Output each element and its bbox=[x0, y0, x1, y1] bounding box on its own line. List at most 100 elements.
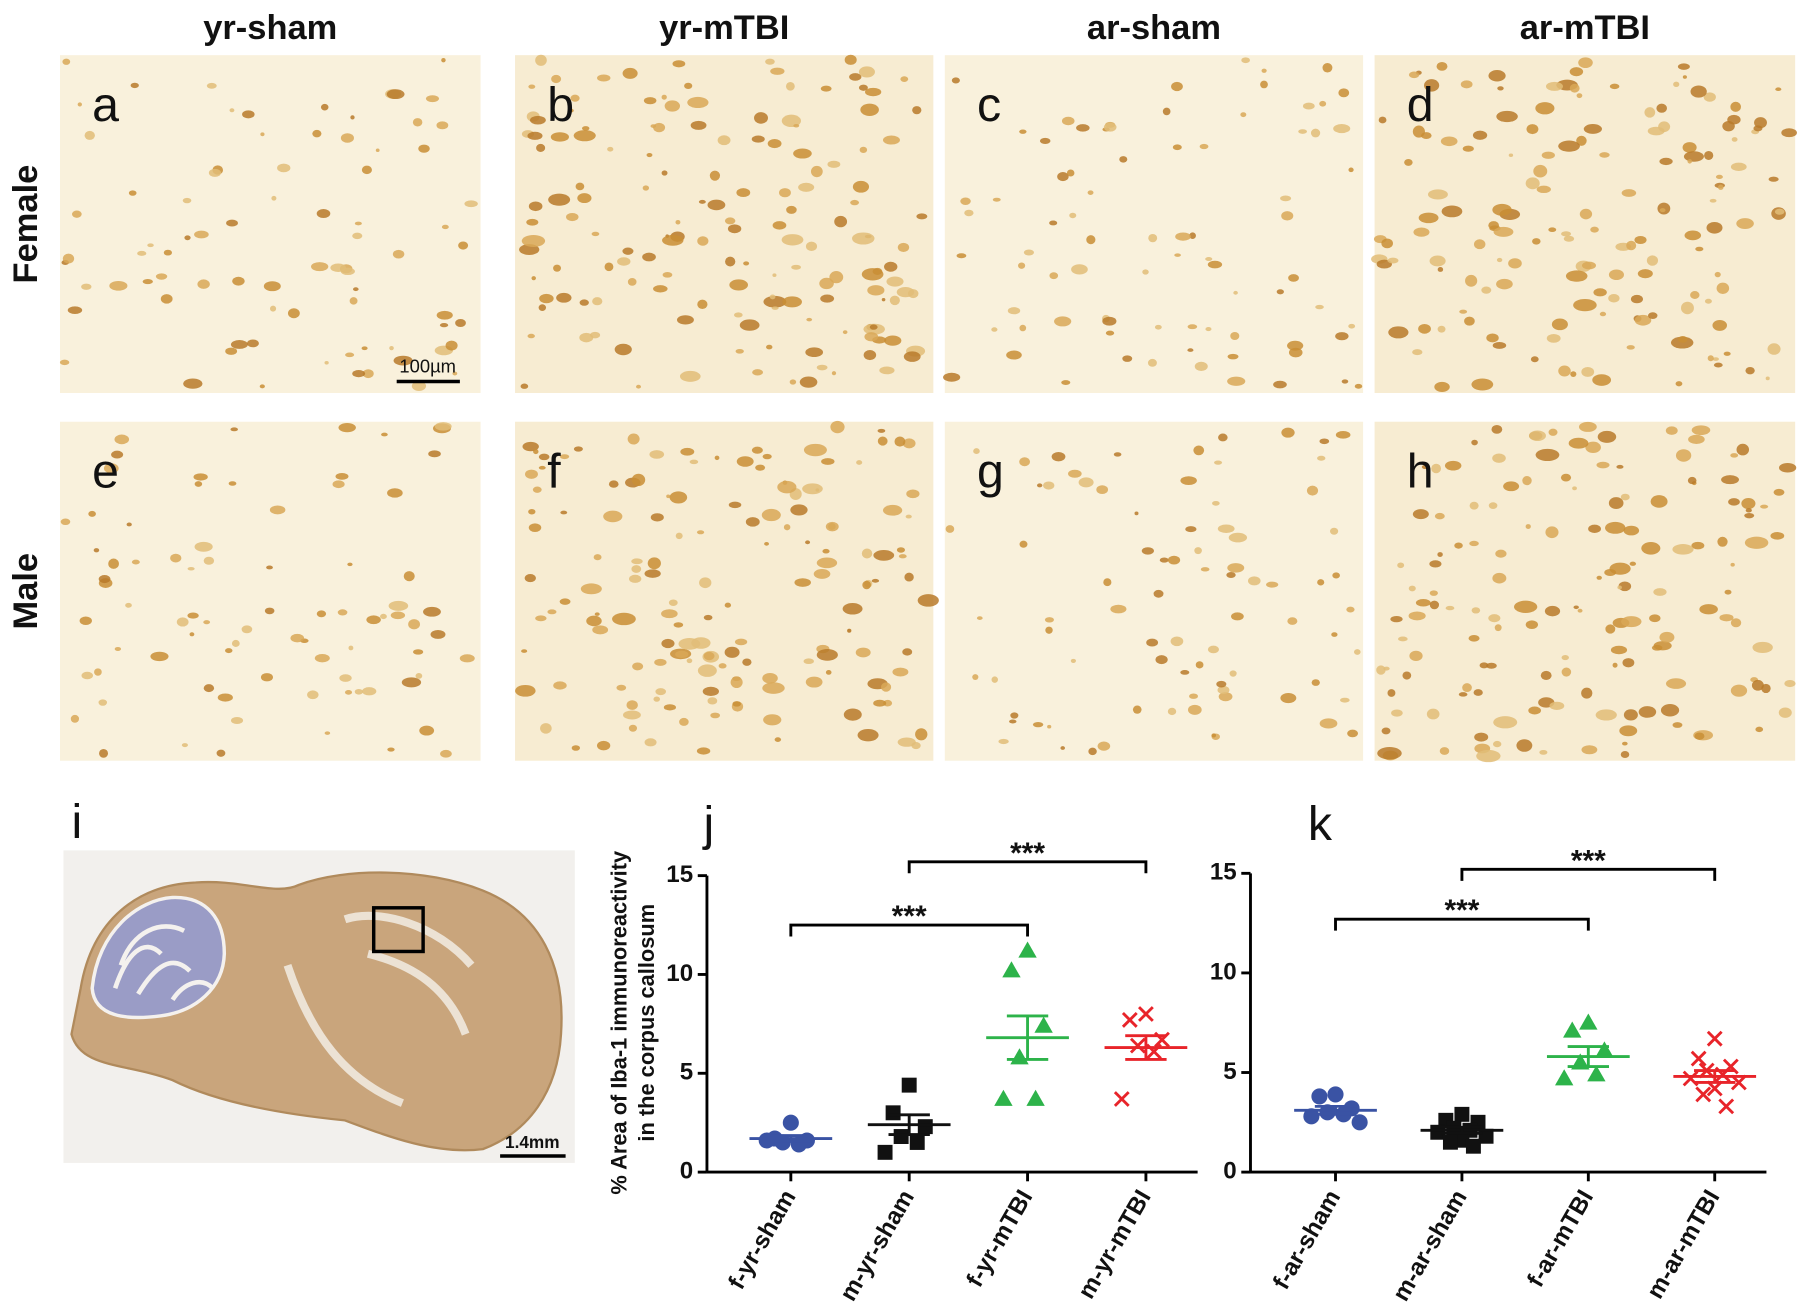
cell bbox=[1412, 349, 1423, 356]
cell bbox=[1535, 102, 1555, 115]
cell bbox=[856, 460, 863, 465]
cell bbox=[1535, 448, 1560, 462]
cell bbox=[718, 663, 727, 669]
cell bbox=[763, 295, 787, 308]
cell bbox=[412, 118, 423, 127]
cell bbox=[793, 124, 800, 128]
cell bbox=[1440, 136, 1458, 147]
cell bbox=[1354, 649, 1361, 655]
cell bbox=[912, 106, 922, 115]
cell bbox=[900, 76, 909, 83]
cell bbox=[745, 517, 760, 527]
cell bbox=[324, 731, 331, 735]
cell bbox=[452, 371, 458, 376]
cell bbox=[535, 54, 547, 66]
cell bbox=[1493, 226, 1514, 237]
cell bbox=[1418, 212, 1439, 224]
cell bbox=[1458, 692, 1468, 697]
cell bbox=[1110, 604, 1127, 614]
cell bbox=[1019, 129, 1027, 134]
cell bbox=[1287, 340, 1304, 351]
cell bbox=[436, 310, 453, 320]
cell bbox=[1378, 116, 1387, 124]
cell bbox=[62, 58, 71, 65]
cell bbox=[661, 638, 675, 649]
cell bbox=[1429, 560, 1442, 568]
cell bbox=[1713, 362, 1723, 368]
cell bbox=[559, 454, 570, 460]
cell bbox=[182, 197, 192, 204]
cell bbox=[441, 224, 449, 230]
cell bbox=[1770, 532, 1785, 540]
cell bbox=[277, 163, 291, 173]
cell bbox=[1665, 678, 1687, 689]
cell bbox=[632, 662, 644, 671]
cell bbox=[779, 188, 791, 198]
cell bbox=[1322, 63, 1333, 73]
cell bbox=[531, 276, 536, 281]
cell bbox=[751, 446, 763, 454]
cell bbox=[805, 540, 811, 545]
cell bbox=[843, 708, 862, 721]
cell bbox=[739, 319, 760, 331]
cell bbox=[1530, 356, 1539, 363]
cell bbox=[690, 120, 707, 130]
x-tick-label: m-yr-sham bbox=[835, 1185, 920, 1305]
cell bbox=[789, 379, 797, 385]
cell bbox=[339, 674, 352, 682]
cell bbox=[1418, 324, 1431, 334]
cell bbox=[344, 690, 353, 695]
cell bbox=[1745, 366, 1755, 375]
cell bbox=[781, 114, 802, 128]
cell bbox=[419, 725, 435, 736]
cell bbox=[742, 658, 752, 666]
cell bbox=[884, 335, 902, 346]
cell bbox=[532, 486, 542, 493]
cell bbox=[147, 243, 154, 248]
cell bbox=[1153, 589, 1164, 598]
cell bbox=[882, 504, 903, 516]
cell bbox=[810, 165, 823, 178]
column-header: yr-mTBI bbox=[659, 9, 789, 47]
y-tick-label: 5 bbox=[680, 1059, 693, 1086]
cell bbox=[1119, 156, 1128, 163]
cell bbox=[1546, 334, 1561, 343]
cell bbox=[915, 728, 928, 741]
cell bbox=[1492, 453, 1506, 463]
cell bbox=[538, 453, 550, 461]
cell bbox=[798, 182, 815, 192]
cell bbox=[290, 633, 305, 643]
cell bbox=[697, 236, 709, 246]
cell bbox=[1273, 380, 1287, 389]
cell bbox=[1185, 526, 1197, 533]
cell bbox=[1341, 379, 1349, 384]
cell bbox=[1281, 427, 1295, 438]
cell bbox=[862, 580, 871, 590]
cell bbox=[627, 277, 637, 286]
cell bbox=[1495, 549, 1507, 558]
cell bbox=[1146, 638, 1159, 647]
cell bbox=[459, 654, 475, 663]
cell bbox=[724, 646, 740, 658]
cell bbox=[680, 447, 695, 456]
cell bbox=[362, 687, 377, 696]
cell bbox=[991, 327, 998, 332]
cell bbox=[1134, 511, 1139, 516]
cell bbox=[653, 122, 666, 133]
cell bbox=[1404, 158, 1413, 166]
cell bbox=[1724, 589, 1732, 595]
cell bbox=[455, 318, 466, 327]
cell bbox=[1605, 624, 1616, 634]
cell bbox=[951, 77, 960, 84]
cell bbox=[897, 737, 916, 747]
cell bbox=[1745, 508, 1752, 513]
cell bbox=[150, 651, 169, 662]
cell bbox=[1348, 167, 1354, 173]
cell bbox=[1768, 176, 1779, 182]
cell bbox=[1673, 81, 1680, 88]
cell bbox=[894, 436, 906, 447]
cell bbox=[528, 84, 536, 89]
cell bbox=[822, 548, 830, 554]
cell bbox=[539, 293, 554, 304]
cell bbox=[203, 620, 211, 625]
